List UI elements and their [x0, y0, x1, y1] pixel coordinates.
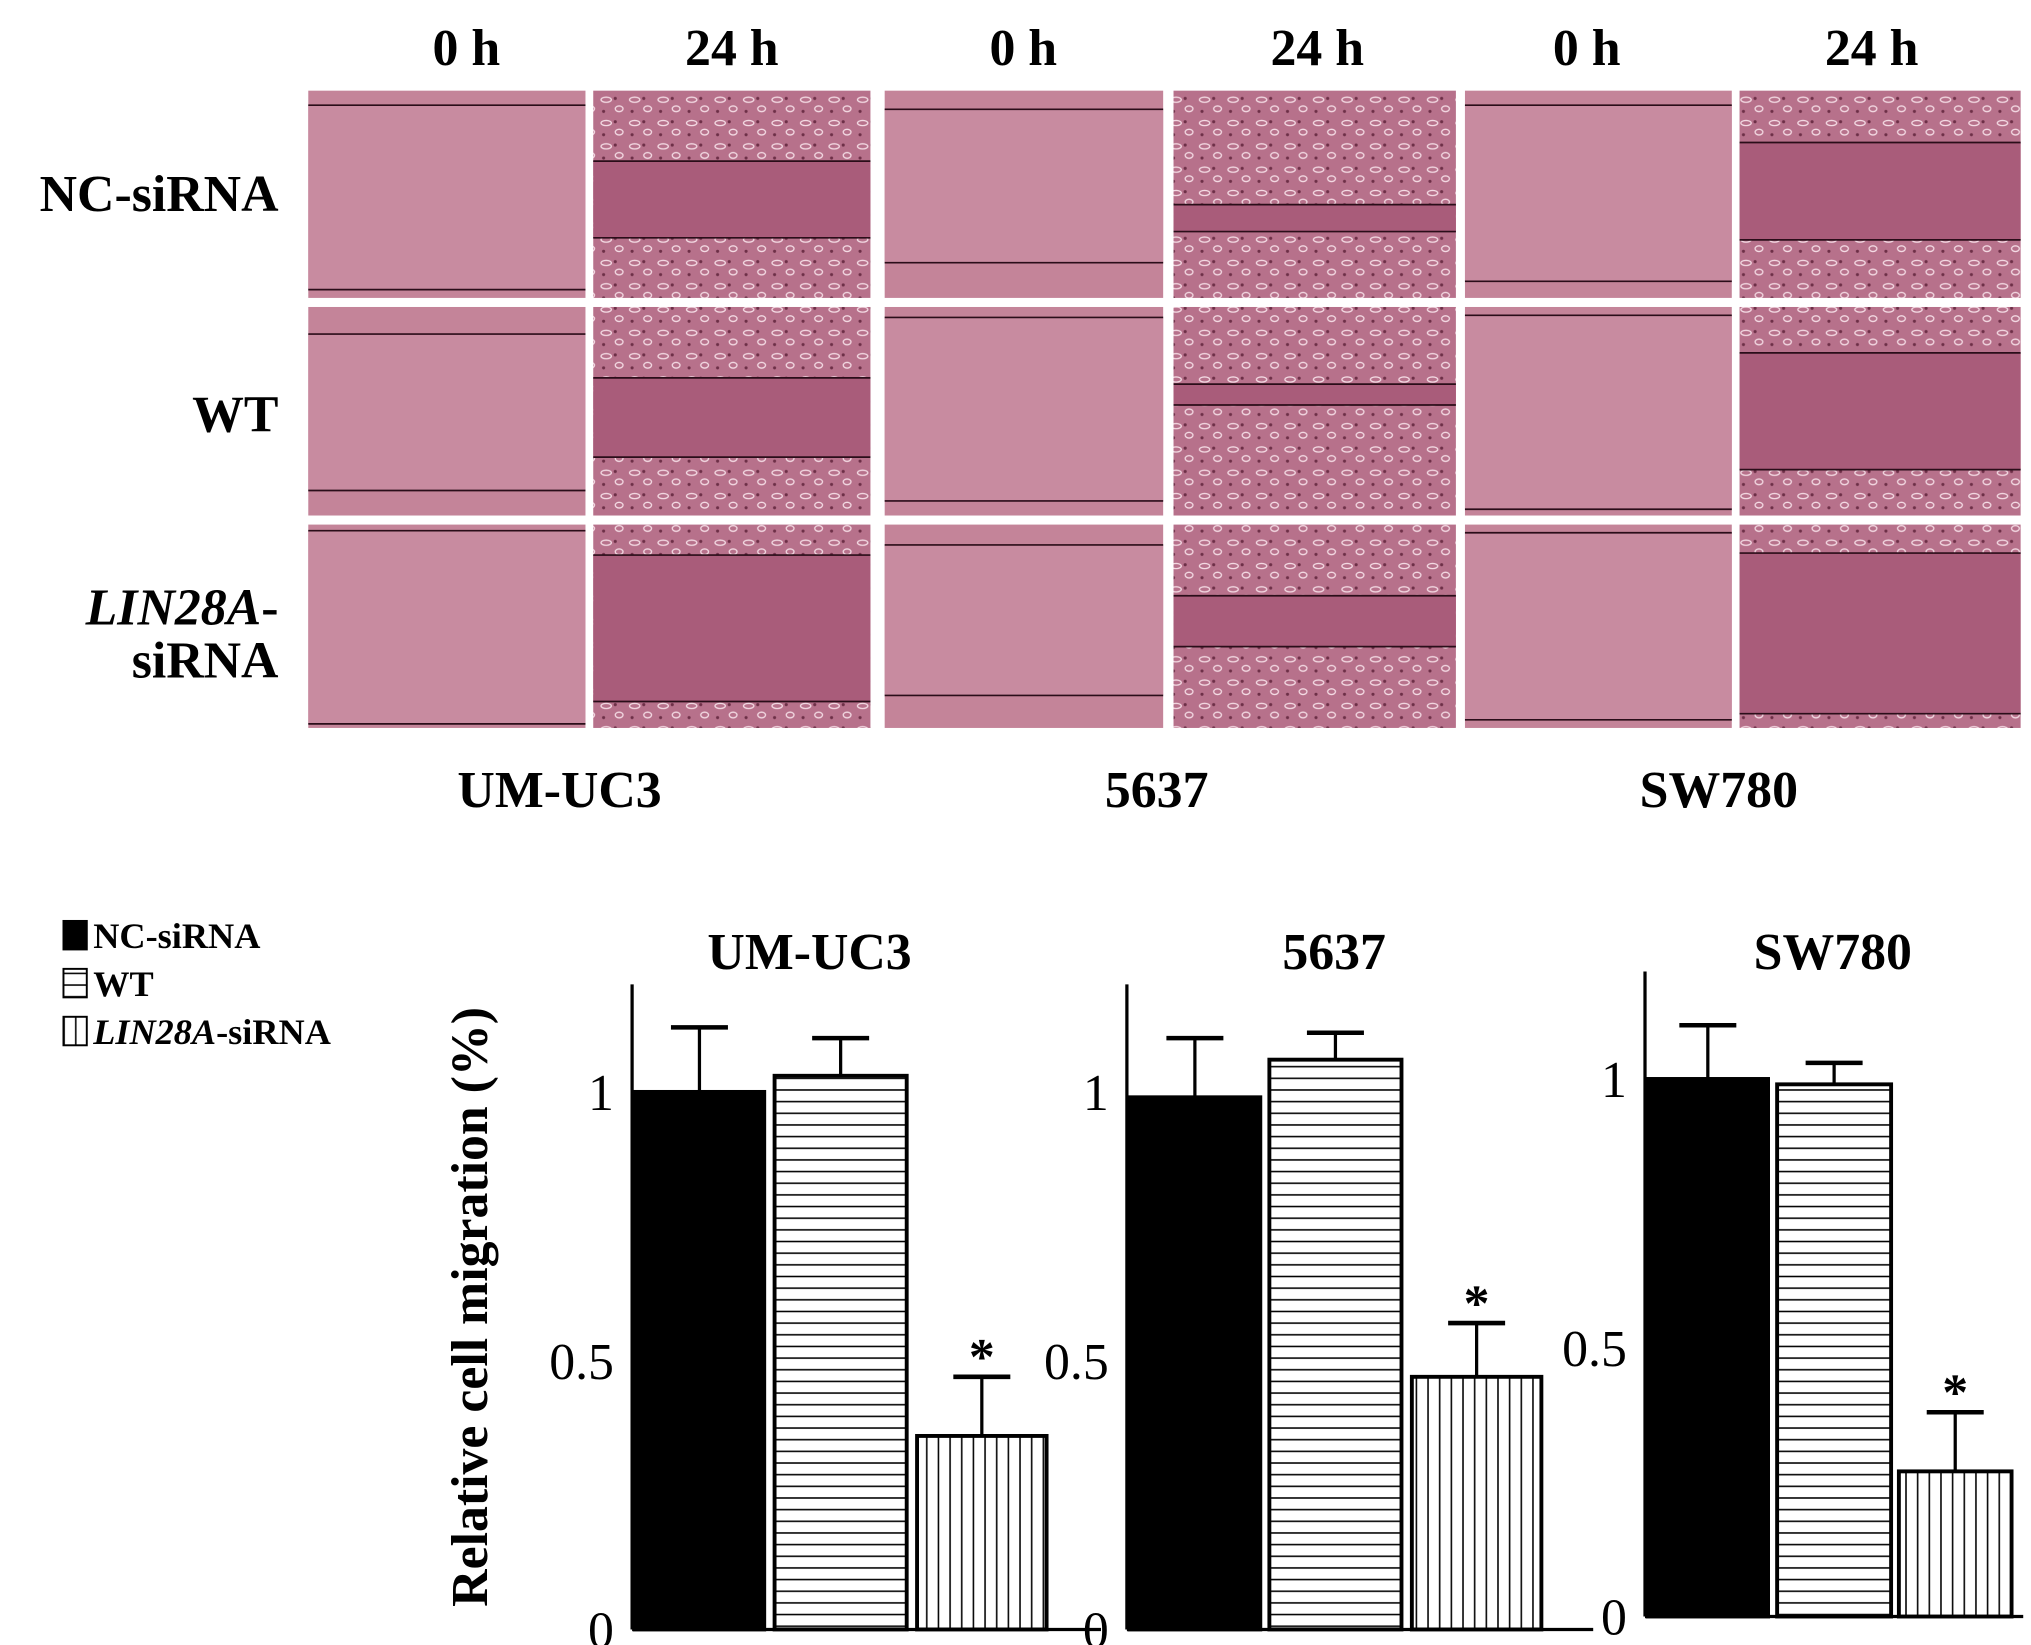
- legend-swatch: [62, 1015, 88, 1047]
- legend-label: NC-siRNA: [93, 916, 260, 956]
- wound-area: [593, 377, 871, 458]
- y-tick-label: 1: [1083, 1065, 1109, 1122]
- row-label-gene: LIN28A: [85, 579, 262, 636]
- y-tick-label: 0.5: [1562, 1321, 1627, 1378]
- wound-area: [1739, 352, 2021, 470]
- wound-area: [308, 334, 586, 491]
- legend-label-text: WT: [93, 964, 153, 1004]
- time-label: 0 h: [432, 20, 500, 77]
- bar: [1896, 1469, 2014, 1619]
- legend-label-text: NC-siRNA: [93, 916, 260, 956]
- micrograph: [1173, 306, 1456, 516]
- legend-label: LIN28A-siRNA: [92, 1012, 331, 1052]
- y-tick-label: 0: [1601, 1590, 1627, 1645]
- wound-area: [884, 544, 1164, 696]
- legend-label: WT: [93, 964, 153, 1004]
- error-bar: [670, 1025, 728, 1092]
- significance-mark: *: [1464, 1275, 1490, 1332]
- bar: [1645, 1077, 1770, 1619]
- y-tick-label: 1: [588, 1065, 614, 1122]
- wound-area: [1464, 315, 1732, 510]
- error-bar: [1306, 1030, 1364, 1060]
- significance-mark: *: [1942, 1365, 1968, 1422]
- bar: [772, 1073, 909, 1632]
- wound-area: [308, 530, 586, 724]
- bar: [632, 1089, 767, 1632]
- wound-area: [1739, 553, 2021, 714]
- chart-title: UM-UC3: [707, 924, 911, 981]
- error-bar: [1448, 1320, 1506, 1377]
- legend-swatch: [62, 919, 88, 951]
- wound-area: [1173, 595, 1456, 647]
- error-bar: [1679, 1022, 1737, 1079]
- cell-line-label: UM-UC3: [457, 762, 661, 819]
- chart-title: 5637: [1282, 924, 1386, 981]
- row-label: WT: [192, 386, 278, 443]
- legend-swatch: [62, 967, 88, 999]
- wound-area: [593, 161, 871, 238]
- wound-area: [1173, 204, 1456, 232]
- wound-area: [884, 317, 1164, 501]
- bar: [1127, 1095, 1263, 1632]
- time-label: 24 h: [685, 20, 779, 77]
- significance-mark: *: [969, 1329, 995, 1386]
- y-tick-label: 0: [588, 1603, 614, 1645]
- wound-area: [1464, 532, 1732, 720]
- bar: [915, 1433, 1049, 1632]
- wound-area: [308, 105, 586, 290]
- wound-area: [1739, 142, 2021, 240]
- y-tick-label: 1: [1601, 1052, 1627, 1109]
- error-bar: [1926, 1409, 1984, 1472]
- wound-area: [593, 555, 871, 702]
- legend-label-text: -siRNA: [216, 1012, 331, 1052]
- time-label: 24 h: [1271, 20, 1365, 77]
- cell-line-label: SW780: [1640, 762, 1798, 819]
- wound-area: [1173, 384, 1456, 405]
- bar: [1775, 1082, 1894, 1619]
- row-label: NC-siRNA: [40, 166, 279, 223]
- row-label-suffix: -: [261, 579, 278, 636]
- row-label: siRNA: [132, 632, 279, 689]
- y-tick-label: 0.5: [1044, 1334, 1109, 1391]
- time-label: 24 h: [1825, 20, 1919, 77]
- micrograph: [1173, 90, 1456, 298]
- legend-label-gene: LIN28A: [92, 1012, 216, 1052]
- error-bar: [1805, 1060, 1863, 1085]
- error-bar: [953, 1374, 1011, 1436]
- row-label: LIN28A-: [85, 579, 279, 636]
- y-axis-label: Relative cell migration (%): [442, 1007, 499, 1607]
- time-label: 0 h: [1553, 20, 1621, 77]
- y-tick-label: 0: [1083, 1603, 1109, 1645]
- bar: [1409, 1374, 1544, 1632]
- wound-area: [884, 109, 1164, 263]
- error-bar: [812, 1035, 870, 1076]
- bar: [1267, 1057, 1404, 1632]
- time-label: 0 h: [989, 20, 1057, 77]
- y-tick-label: 0.5: [549, 1334, 614, 1391]
- cell-line-label: 5637: [1105, 762, 1209, 819]
- wound-area: [1464, 105, 1732, 282]
- chart-title: SW780: [1754, 924, 1912, 981]
- error-bar: [1166, 1035, 1224, 1098]
